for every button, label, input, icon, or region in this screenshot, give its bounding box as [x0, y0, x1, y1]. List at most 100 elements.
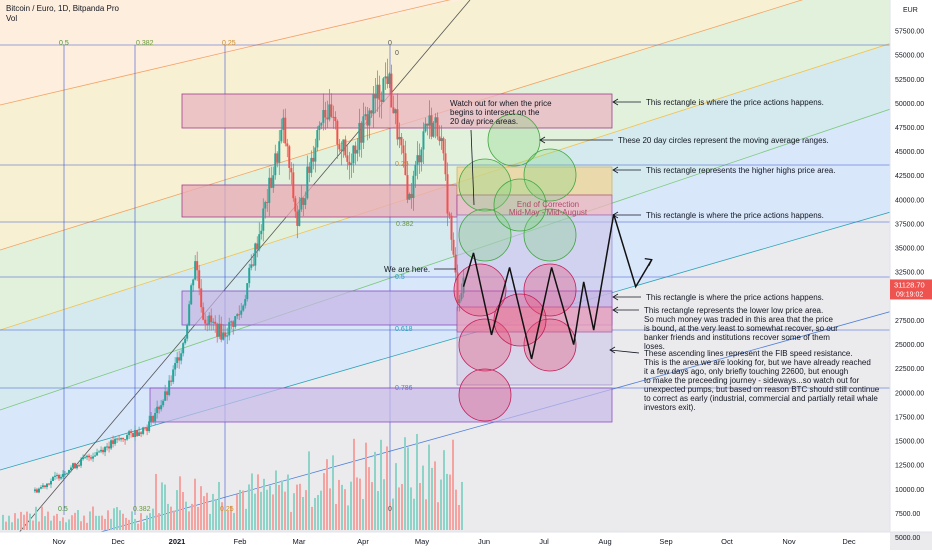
volume-bar [155, 473, 157, 530]
rect-price-action-mid [181, 184, 458, 218]
volume-bar [134, 518, 136, 530]
volume-bar [431, 467, 433, 530]
volume-bar [401, 483, 403, 530]
candle-body [300, 197, 303, 210]
volume-bar [68, 519, 70, 530]
candle-body [306, 166, 309, 199]
fib-label-bottom: 0.5 [58, 506, 68, 513]
volume-bar [206, 492, 208, 530]
note-fib-speed-text: These ascending lines represent the FIB … [644, 349, 853, 358]
candle-body [47, 483, 50, 485]
candle-body [148, 421, 151, 432]
volume-bar [158, 513, 160, 530]
volume-bar [356, 477, 358, 530]
fib-label-top: 0 [395, 50, 399, 57]
volume-bar [293, 493, 295, 530]
candle-body [216, 323, 219, 337]
candle-body [336, 121, 339, 145]
candle-body [136, 430, 139, 436]
candle-body [210, 315, 213, 323]
price-tick-label: 17500.00 [895, 414, 924, 421]
candle-body [84, 457, 87, 459]
candle-body [60, 476, 63, 479]
volume-bar [104, 518, 106, 530]
note-price-action-low-arrowhead [612, 293, 619, 301]
volume-bar [296, 484, 298, 530]
volume-bar [59, 520, 61, 530]
candle-body [436, 117, 439, 137]
volume-bar [191, 503, 193, 530]
candle-body [33, 489, 36, 492]
rect-higher-highs [456, 166, 613, 196]
candle-body [348, 161, 351, 165]
volume-bar [107, 510, 109, 530]
candle-body [192, 279, 195, 286]
symbol-title[interactable]: Bitcoin / Euro, 1D, Bitpanda Pro [6, 4, 119, 13]
volume-bar [275, 470, 277, 530]
candle-body [202, 307, 205, 320]
volume-bar [209, 513, 211, 530]
volume-bar [386, 446, 388, 530]
candle-body [238, 314, 241, 316]
volume-indicator-label[interactable]: Vol [6, 14, 18, 23]
candle-body [442, 138, 445, 154]
volume-bar [335, 503, 337, 530]
candle-body [55, 474, 58, 476]
candle-body [132, 433, 135, 438]
volume-bar [377, 491, 379, 530]
volume-bar [263, 478, 265, 530]
time-tick-label: May [415, 537, 429, 546]
price-axis[interactable]: EUR 57500.00 55000.00 52500.00 50000.00 47500… [889, 0, 932, 542]
candle-body [258, 234, 261, 250]
volume-bar [140, 513, 142, 530]
price-tick-label: 40000.00 [895, 197, 924, 204]
price-tick-label: 15000.00 [895, 439, 924, 446]
candle-body [116, 438, 119, 440]
candle-body [35, 489, 38, 493]
price-tick-label: 25000.00 [895, 342, 924, 349]
note-lower-low-text: loses. [644, 342, 665, 351]
price-tick-label: 12500.00 [895, 463, 924, 470]
fib-label-right: 0.786 [395, 385, 413, 392]
candle-body [402, 145, 405, 154]
volume-bar [461, 481, 463, 530]
volume-bar [152, 508, 154, 530]
volume-bar [167, 503, 169, 530]
annotation-end-correction: Mid-May - Mid-August [509, 208, 588, 217]
volume-bar [194, 478, 196, 530]
volume-bar [419, 482, 421, 530]
candle-body [380, 99, 383, 102]
volume-bar [317, 495, 319, 530]
candle-body [76, 465, 79, 469]
candle-body [418, 155, 421, 163]
note-ma-circles-arrowhead [539, 136, 546, 144]
candle-body [286, 143, 289, 147]
candle-body [190, 285, 193, 305]
volume-bar [410, 487, 412, 530]
current-price-label: 31128.70 [894, 280, 925, 289]
volume-bar [374, 451, 376, 530]
price-tick-label: 45000.00 [895, 149, 924, 156]
fib-label-top: 0 [388, 40, 392, 47]
candle-body [166, 391, 169, 395]
candle-body [180, 353, 183, 361]
fib-label-bottom: 0.25 [220, 506, 234, 513]
candle-body [444, 153, 447, 175]
candle-body [160, 405, 163, 410]
time-axis[interactable]: Nov Dec 2021 Feb Mar Apr May Jun Jul Aug Sep Oct Nov… [0, 531, 932, 550]
volume-bar [269, 485, 271, 530]
volume-bar [260, 491, 262, 530]
volume-bar [446, 473, 448, 530]
volume-bar [332, 455, 334, 530]
volume-bar [170, 506, 172, 530]
candle-body [120, 437, 123, 440]
candle-body [304, 198, 307, 205]
volume-bar [443, 450, 445, 530]
volume-bar [218, 481, 220, 530]
note-fib-speed: These ascending lines represent the FIB … [609, 346, 880, 412]
candle-body [41, 485, 44, 488]
volume-bar [458, 505, 460, 530]
candle-body [326, 117, 329, 120]
